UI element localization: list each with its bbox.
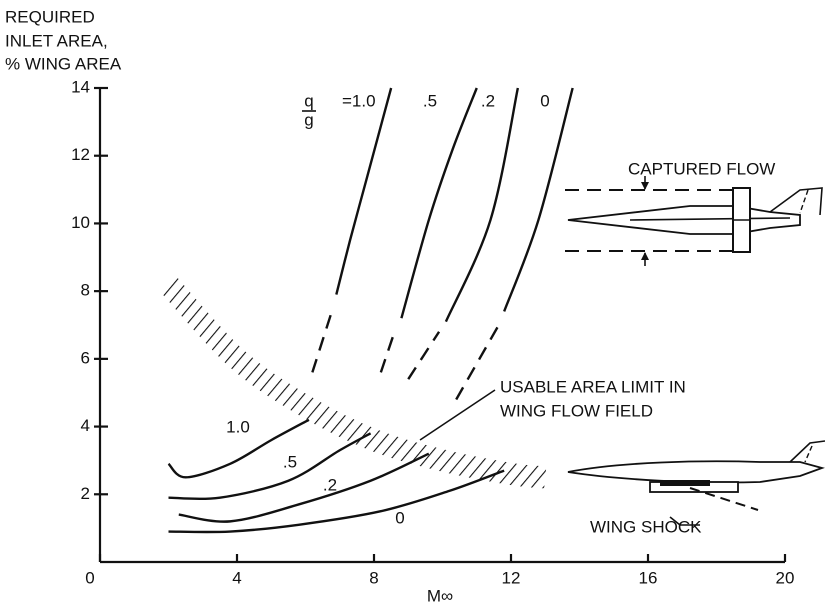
x-tick-label: 4 — [232, 568, 241, 587]
x-tick-label: 16 — [639, 568, 658, 587]
curve-label: .5 — [423, 91, 437, 110]
curve-label: 0 — [395, 508, 404, 527]
limit-label: USABLE AREA LIMIT IN — [500, 377, 686, 396]
aircraft-sketch-bottom — [568, 441, 825, 525]
captured-flow-label: CAPTURED FLOW — [628, 159, 775, 178]
wing-shock-label: WING SHOCK — [590, 517, 702, 536]
curve-label: .5 — [283, 452, 297, 471]
usable-area-limit — [169, 284, 546, 477]
y-axis-label: % WING AREA — [5, 54, 122, 73]
curve-label: .2 — [481, 91, 495, 110]
y-axis-label: INLET AREA, — [5, 31, 108, 50]
curve-label: .2 — [323, 475, 337, 494]
curve — [446, 88, 518, 322]
y-tick-label: 6 — [81, 348, 90, 367]
limit-label: WING FLOW FIELD — [500, 401, 653, 420]
aircraft-sketch-top — [565, 176, 822, 266]
curve-label: 1.0 — [226, 417, 250, 436]
x-tick-label: 0 — [85, 568, 94, 587]
y-tick-label: 10 — [71, 213, 90, 232]
y-tick-label: 12 — [71, 145, 90, 164]
curve — [169, 433, 371, 499]
chart: REQUIRED INLET AREA, % WING AREA M∞ CAPT… — [0, 0, 825, 608]
x-axis-label: M∞ — [427, 586, 453, 605]
curve — [336, 88, 391, 295]
y-tick-label: 2 — [81, 484, 90, 503]
y-tick-label: 4 — [81, 416, 90, 435]
y-tick-label: 8 — [81, 281, 90, 300]
g-label: g — [304, 110, 313, 129]
curve-label: 0 — [540, 91, 549, 110]
x-tick-label: 8 — [369, 568, 378, 587]
curve-label: =1.0 — [342, 91, 376, 110]
curve-dashed — [456, 322, 501, 400]
y-axis-label: REQUIRED — [5, 7, 95, 26]
y-tick-label: 14 — [71, 77, 90, 96]
x-tick-label: 20 — [776, 568, 795, 587]
x-tick-label: 12 — [502, 568, 521, 587]
curve — [504, 88, 573, 311]
curve-dashed — [408, 332, 439, 379]
q-label: q — [304, 91, 313, 110]
curve — [179, 454, 429, 522]
curve-dashed — [312, 308, 333, 372]
curve-dashed — [381, 332, 395, 373]
